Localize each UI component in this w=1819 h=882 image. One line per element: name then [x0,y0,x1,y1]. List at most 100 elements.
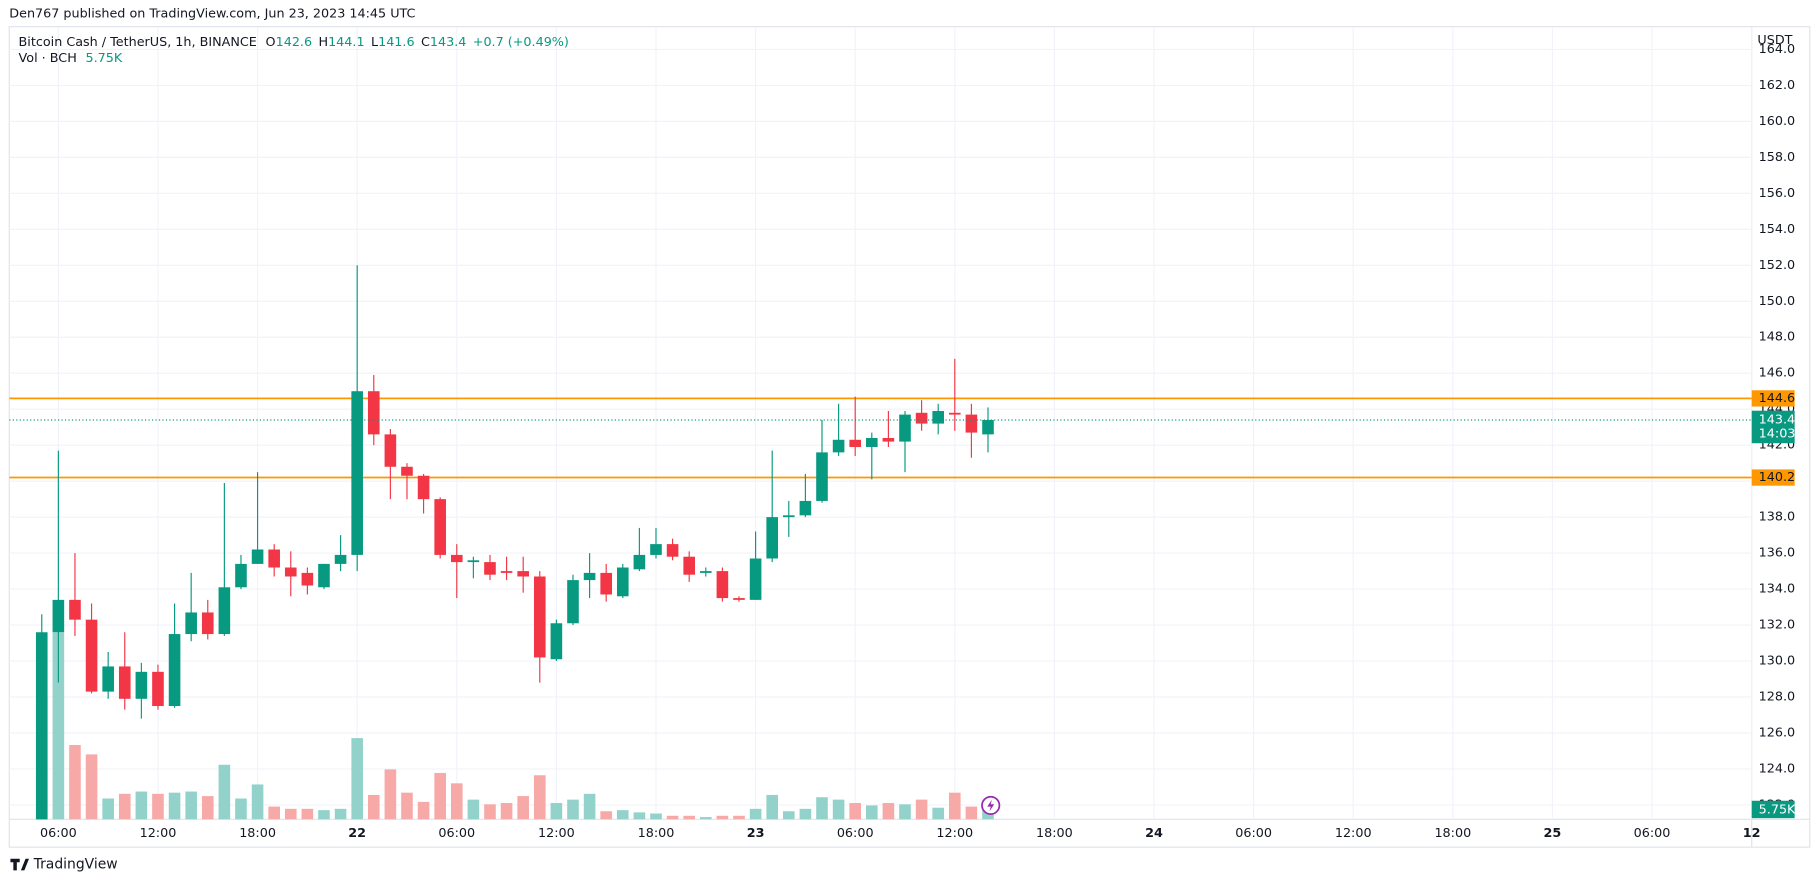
volume-bar [699,817,712,820]
volume-bar [915,799,928,820]
candle-body [201,612,214,635]
candle-body [782,515,795,518]
y-tick-label: 164.0 [1759,42,1796,57]
legend: Bitcoin Cash / TetherUS, 1h, BINANCE O14… [19,34,569,49]
volume-bar [467,799,480,820]
volume-bar [450,783,463,820]
publisher: Den767 published on TradingView.com, Jun… [9,6,415,21]
y-tick-label: 158.0 [1759,150,1796,165]
volume-bar [484,804,496,820]
symbol-title: Bitcoin Cash / TetherUS, 1h, BINANCE [19,34,257,49]
volume-bar [882,803,895,820]
volume-bar [201,796,214,820]
candle-body [235,563,247,588]
volume-bar [650,813,662,820]
volume-bar [666,815,679,820]
candle-body [915,412,928,424]
x-tick-label: 06:00 [438,826,475,841]
candle-body [616,567,629,597]
ohlc-letter: O [266,34,276,49]
x-tick-label: 06:00 [40,826,77,841]
candle-body [733,598,745,600]
candle-body [699,571,712,573]
volume-bar [367,794,380,820]
candle-body [982,419,994,435]
volume-bar [550,803,563,820]
brand: TradingView [33,857,118,873]
volume-bar [284,808,297,820]
candle-body [500,571,513,573]
candle-body [251,549,264,564]
volume-value: 5.75K [86,51,123,66]
level-label-box [1751,390,1795,407]
low-value: 141.6 [378,34,415,49]
last-price-label: 143.4 [1759,412,1796,427]
x-tick-label: 22 [348,826,366,841]
volume-bar [351,738,363,820]
x-tick-label: 18:00 [1434,826,1471,841]
candle-body [965,414,978,433]
candle-body [318,563,330,588]
open-value: 142.6 [276,34,313,49]
level-label: 144.6 [1759,391,1796,406]
candle-body [417,475,430,500]
candle-body [301,572,314,586]
volume-bar [782,811,795,820]
y-tick-label: 152.0 [1759,258,1796,273]
currency: USDT [1757,33,1792,48]
price-labels: 144.6 140.2 143.414:03 5.75K [1751,390,1796,819]
candle-body [650,544,662,555]
y-tick-label: 130.0 [1759,654,1796,669]
candle-body [865,437,878,447]
volume-bar [185,791,197,820]
candle-body [284,567,297,577]
y-tick-label: 160.0 [1759,114,1796,129]
volume-bar [932,807,945,820]
volume-bar [102,798,114,820]
volume-bar [982,810,994,820]
plot-area [9,265,1752,820]
y-tick-label: 134.0 [1759,582,1796,597]
candle-body [716,571,729,599]
x-tick-label: 06:00 [837,826,874,841]
candle-body [52,599,65,633]
candle-body [600,572,612,595]
x-tick-label: 12 [1743,826,1761,841]
volume-bar [849,803,861,820]
x-tick-label: 12:00 [538,826,575,841]
candle-body [799,500,812,516]
brand-logo: TradingView [10,857,118,873]
candle-body [118,666,131,699]
x-tick-label: 23 [747,826,765,841]
volume-bar [749,808,762,820]
candle-body [583,572,596,581]
volume-bar [533,775,546,820]
volume-bar [268,806,280,820]
volume-bar [152,793,164,820]
y-tick-label: 162.0 [1759,78,1796,93]
candle-body [85,619,98,692]
volume-bar [235,798,247,820]
candle-body [633,554,646,570]
level-label: 140.2 [1759,470,1796,485]
x-tick-label: 06:00 [1634,826,1671,841]
candle-body [550,623,563,660]
volume-bar [318,810,330,820]
y-tick-label: 132.0 [1759,618,1796,633]
y-tick-label: 146.0 [1759,366,1796,381]
volume-bar [384,769,397,820]
ohlc-letter: H [318,34,328,49]
x-tick-label: 06:00 [1235,826,1272,841]
x-tick-label: 18:00 [1036,826,1073,841]
volume-bar [965,806,978,820]
volume-bar [218,764,231,820]
volume-last-label: 5.75K [1759,803,1796,818]
volume-bar [567,799,579,820]
candle-body [450,554,463,563]
candle-body [185,612,197,635]
volume-bar [401,792,413,820]
volume-bar [766,794,778,820]
volume-bar [168,792,181,820]
y-tick-label: 126.0 [1759,725,1796,740]
